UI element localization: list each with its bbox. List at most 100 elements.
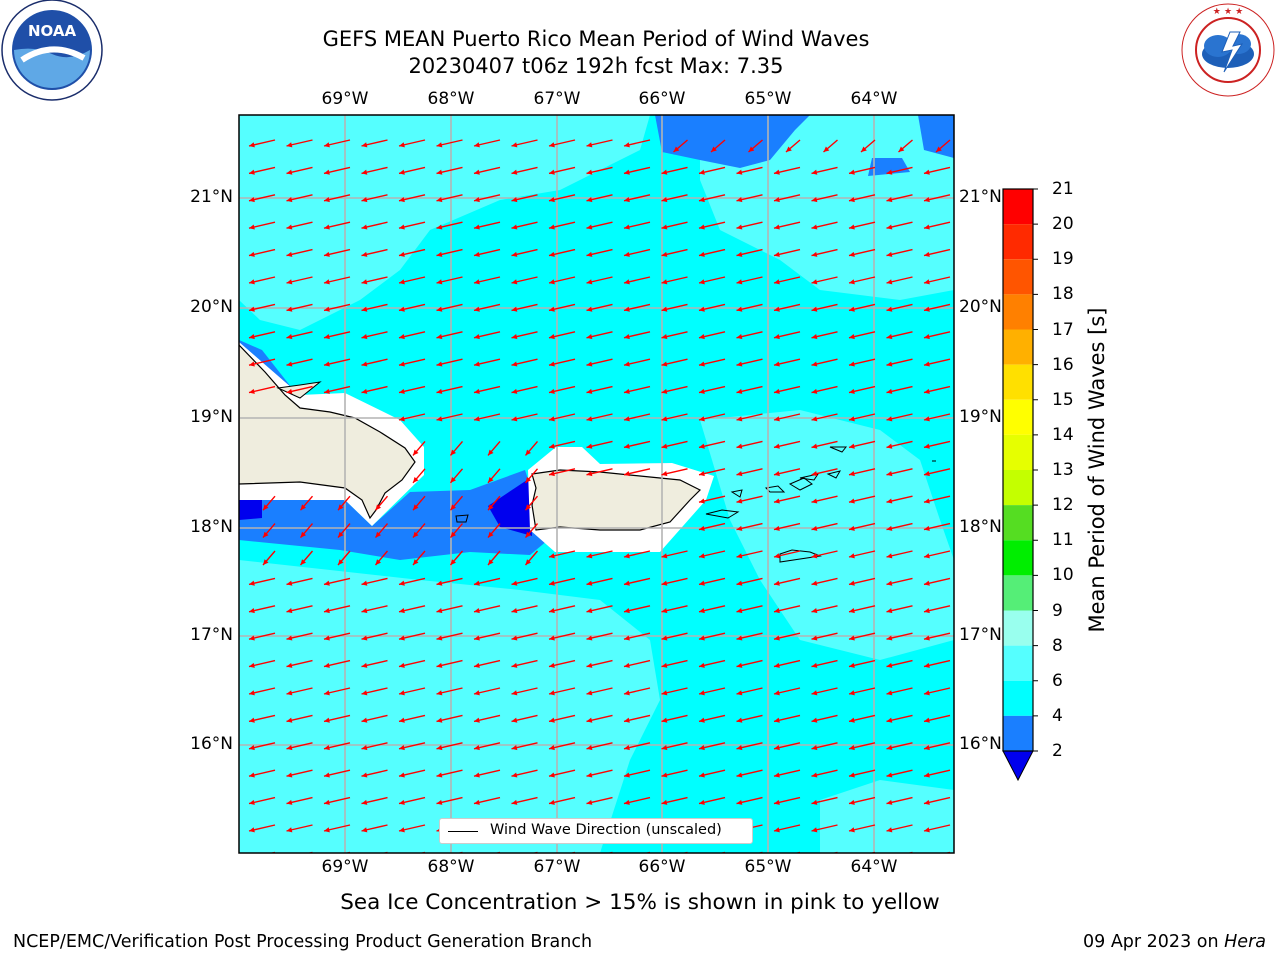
wind-wave-arrow-head <box>436 251 443 257</box>
wind-wave-arrow-head <box>699 717 705 723</box>
wind-wave-arrow-head <box>774 690 780 696</box>
wind-wave-arrow-head <box>474 334 480 340</box>
footer-branch: NCEP/EMC/Verification Post Processing Pr… <box>13 932 593 952</box>
wind-wave-arrow-head <box>399 635 405 641</box>
wind-wave-arrow-head <box>624 635 630 641</box>
wind-wave-arrow-head <box>549 197 555 203</box>
wind-wave-arrow-head <box>924 745 930 751</box>
wind-wave-arrow-head <box>474 635 480 641</box>
wind-wave-arrow-head <box>924 608 930 614</box>
wind-wave-arrow-head <box>511 635 518 641</box>
wind-wave-arrow-head <box>811 279 818 285</box>
land-tortola <box>799 473 820 481</box>
wind-wave-arrow-head <box>711 146 717 152</box>
wind-wave-arrow-head <box>549 169 555 175</box>
wind-wave-arrow-head <box>849 745 855 751</box>
wind-wave-arrow-head <box>924 334 930 340</box>
wind-wave-arrow-head <box>286 662 293 668</box>
wind-wave-arrow-head <box>586 279 593 285</box>
chart-subtitle: 20230407 t06z 192h fcst Max: 7.35 <box>408 54 784 78</box>
wind-wave-arrow-head <box>849 224 855 230</box>
lon-label-bottom-64w: 64°W <box>850 857 898 877</box>
colorbar-band <box>1003 224 1033 260</box>
wind-wave-arrow-head <box>488 531 494 538</box>
svg-text:★ ★ ★: ★ ★ ★ <box>1213 7 1243 17</box>
wind-wave-arrow-head <box>898 146 905 152</box>
wind-wave-arrow-head <box>511 388 518 394</box>
wind-wave-arrow-head <box>361 690 368 696</box>
lat-label-right-19n: 19°N <box>959 407 1002 427</box>
wind-wave-arrow-head <box>361 279 368 285</box>
wind-wave-arrow-head <box>624 306 630 312</box>
wind-wave-arrow-head <box>699 306 705 312</box>
wind-wave-arrow-head <box>324 388 330 394</box>
wind-wave-arrow-head <box>699 635 705 641</box>
wind-wave-arrow-head <box>586 717 593 723</box>
lon-label-bottom-65w: 65°W <box>744 857 792 877</box>
wind-wave-arrow-head <box>436 361 443 367</box>
wind-wave-arrow-head <box>549 745 555 751</box>
wave-field-2-4-mona <box>239 470 548 560</box>
wind-wave-arrow-head <box>811 772 818 778</box>
wind-wave-arrow-head <box>586 224 593 230</box>
colorbar-tick-label: 12 <box>1052 495 1074 516</box>
wind-wave-arrow-head <box>699 169 705 175</box>
wind-wave-arrow-head <box>361 142 368 148</box>
wind-wave-arrow-head <box>924 361 930 367</box>
wind-wave-arrow-head <box>699 498 705 504</box>
wind-wave-arrow-head <box>488 449 494 456</box>
wind-wave-arrow-head <box>886 334 893 340</box>
wind-wave-arrow-head <box>549 416 555 422</box>
wind-wave-arrow-head <box>849 553 855 559</box>
wind-wave-arrow-head <box>324 334 330 340</box>
chart-title: GEFS MEAN Puerto Rico Mean Period of Win… <box>322 27 870 51</box>
wind-wave-arrow-head <box>511 197 518 203</box>
colorbar-band <box>1003 329 1033 365</box>
lon-label-top-67w: 67°W <box>533 89 581 109</box>
wave-field-6-8-southeast <box>820 780 954 853</box>
wind-wave-arrow-head <box>399 855 405 860</box>
wind-wave-arrow-head <box>811 388 818 394</box>
wind-wave-arrow-head <box>774 580 780 586</box>
wind-wave-arrow-head <box>924 717 930 723</box>
wind-wave-arrow-head <box>249 745 255 751</box>
wind-wave-arrow-head <box>624 197 630 203</box>
wind-wave-arrow-head <box>586 416 593 422</box>
colorbar-band <box>1003 715 1033 751</box>
wind-wave-arrow-head <box>774 416 780 422</box>
colorbar-tick-label: 8 <box>1052 635 1063 656</box>
wind-wave-arrow-head <box>249 635 255 641</box>
legend-label: Wind Wave Direction (unscaled) <box>490 822 722 838</box>
colorbar-band <box>1003 575 1033 611</box>
wind-wave-arrow-head <box>624 279 630 285</box>
wind-wave-arrow-head <box>586 361 593 367</box>
wind-wave-arrow-head <box>699 580 705 586</box>
wind-wave-arrow-head <box>586 142 593 148</box>
wind-wave-arrow-head <box>263 531 269 538</box>
wind-wave-arrow-head <box>474 279 480 285</box>
colorbar-tick-label: 16 <box>1052 354 1074 375</box>
wind-wave-arrow-head <box>661 334 668 340</box>
wind-wave-arrow-head <box>286 388 293 394</box>
wind-wave-arrow-head <box>286 334 293 340</box>
wind-wave-arrow-head <box>699 361 705 367</box>
wind-wave-arrow-head <box>586 580 593 586</box>
wind-wave-arrow-head <box>586 388 593 394</box>
wind-wave-arrow-head <box>586 635 593 641</box>
wind-wave-arrow-head <box>511 608 518 614</box>
wind-wave-arrow-head <box>436 279 443 285</box>
wind-wave-arrow-head <box>413 476 419 483</box>
wind-wave-arrow-head <box>811 553 818 559</box>
wind-wave-arrow-head <box>661 717 668 723</box>
wind-wave-arrow-head <box>286 306 293 312</box>
wind-wave-arrow-head <box>924 279 930 285</box>
wind-wave-arrow-head <box>699 471 705 477</box>
land-culebra <box>730 489 743 498</box>
wind-wave-arrow-head <box>361 745 368 751</box>
wind-wave-arrow-head <box>886 388 893 394</box>
wind-wave-arrow-head <box>774 197 780 203</box>
wind-wave-arrow-head <box>924 251 930 257</box>
wind-wave-arrow-head <box>338 531 344 538</box>
wind-wave-arrow-head <box>375 504 381 511</box>
wind-wave-arrow-head <box>286 690 293 696</box>
